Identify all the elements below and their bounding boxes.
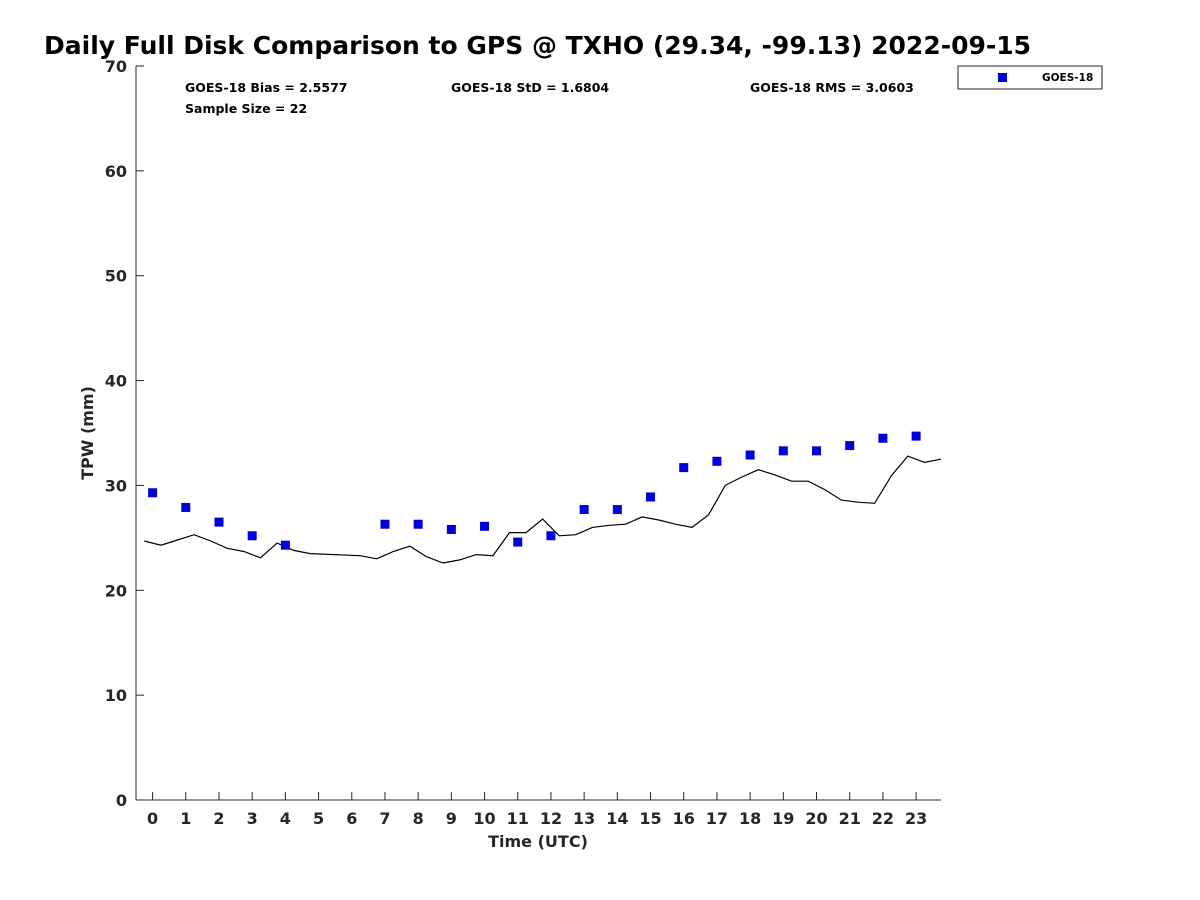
goes-18-point xyxy=(812,446,822,456)
x-tick-label: 4 xyxy=(280,809,291,828)
x-tick-label: 3 xyxy=(247,809,258,828)
y-tick-label: 50 xyxy=(105,267,127,286)
x-tick-label: 19 xyxy=(772,809,794,828)
legend: GOES-18 xyxy=(957,65,1103,90)
x-axis-label: Time (UTC) xyxy=(488,832,588,851)
x-tick-label: 0 xyxy=(147,809,158,828)
x-tick-label: 14 xyxy=(606,809,628,828)
y-axis-label: TPW (mm) xyxy=(78,386,97,480)
rms-stat: GOES-18 RMS = 3.0603 xyxy=(750,80,914,95)
goes-18-point xyxy=(446,524,456,534)
y-tick-label: 10 xyxy=(105,686,127,705)
x-tick-label: 12 xyxy=(540,809,562,828)
goes-18-point xyxy=(778,446,788,456)
sample-size-stat: Sample Size = 22 xyxy=(185,101,307,116)
gps-line-layer xyxy=(144,455,942,564)
goes-18-point xyxy=(712,456,722,466)
goes-18-point xyxy=(679,463,689,473)
x-tick-label: 17 xyxy=(706,809,728,828)
goes-18-point xyxy=(579,505,589,515)
chart-title: Daily Full Disk Comparison to GPS @ TXHO… xyxy=(44,31,1031,60)
y-ticks: 0 10 20 30 40 50 60 70 xyxy=(105,57,144,810)
x-ticks: 0 1 2 3 4 5 6 7 8 9 10 11 12 13 14 15 16 17 18 19 20 21 22 23 xyxy=(147,792,927,828)
goes-18-point xyxy=(513,537,523,547)
x-tick-label: 13 xyxy=(573,809,595,828)
legend-box xyxy=(957,65,1103,90)
x-tick-label: 23 xyxy=(905,809,927,828)
goes-18-point xyxy=(646,492,656,502)
x-tick-label: 1 xyxy=(180,809,191,828)
x-tick-label: 11 xyxy=(507,809,529,828)
x-tick-label: 22 xyxy=(872,809,894,828)
x-tick-label: 16 xyxy=(673,809,695,828)
x-tick-label: 10 xyxy=(473,809,495,828)
y-tick-label: 0 xyxy=(116,791,127,810)
goes-18-point xyxy=(380,519,390,529)
goes-18-point xyxy=(911,431,921,441)
y-tick-label: 70 xyxy=(105,57,127,76)
x-tick-label: 18 xyxy=(739,809,761,828)
y-tick-label: 60 xyxy=(105,162,127,181)
x-tick-label: 15 xyxy=(639,809,661,828)
goes-point-layer xyxy=(148,431,921,550)
std-stat: GOES-18 StD = 1.6804 xyxy=(451,80,609,95)
goes-18-point xyxy=(546,531,556,541)
goes-18-point xyxy=(148,488,158,498)
x-tick-label: 6 xyxy=(346,809,357,828)
x-tick-label: 9 xyxy=(446,809,457,828)
goes-18-point xyxy=(413,519,423,529)
bias-stat: GOES-18 Bias = 2.5577 xyxy=(185,80,347,95)
x-tick-label: 5 xyxy=(313,809,324,828)
goes-18-point xyxy=(280,540,290,550)
x-tick-label: 2 xyxy=(213,809,224,828)
goes-18-point xyxy=(480,521,490,531)
goes-18-point xyxy=(745,450,755,460)
x-tick-label: 20 xyxy=(805,809,827,828)
gps-tpw-line xyxy=(144,455,942,564)
x-tick-label: 8 xyxy=(413,809,424,828)
goes-18-point xyxy=(878,433,888,443)
legend-marker-goes-18 xyxy=(998,73,1007,82)
y-tick-label: 40 xyxy=(105,372,127,391)
x-tick-label: 7 xyxy=(379,809,390,828)
goes-18-point xyxy=(247,531,257,541)
goes-18-point xyxy=(214,517,224,527)
goes-18-point xyxy=(181,502,191,512)
goes-18-point xyxy=(845,441,855,451)
y-tick-label: 30 xyxy=(105,476,127,495)
legend-label-goes-18: GOES-18 xyxy=(1042,72,1093,84)
goes-18-point xyxy=(612,505,622,515)
y-tick-label: 20 xyxy=(105,581,127,600)
x-tick-label: 21 xyxy=(839,809,861,828)
